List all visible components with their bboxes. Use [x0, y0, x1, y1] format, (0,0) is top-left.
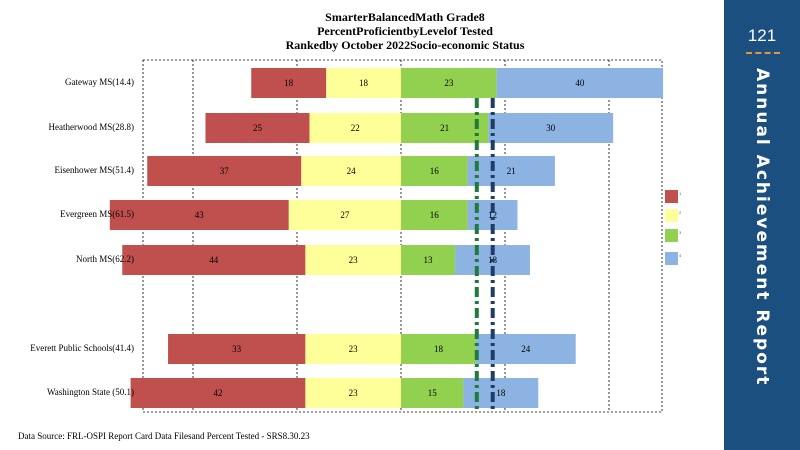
- bar-value-label: 43: [195, 210, 205, 220]
- bar-value-label: 18: [284, 78, 294, 88]
- bar-value-label: 37: [220, 166, 230, 176]
- chart-plot: 18 18 23 40 22 25 21 30 24 37 16 21 27 43 16 12 23 44 13 18…: [109, 59, 664, 413]
- bar-value-label: 24: [521, 344, 531, 354]
- category-label: Eisenhower MS(51.4): [54, 165, 135, 175]
- legend-swatch: [665, 190, 678, 203]
- bar-value-label: 18: [496, 388, 506, 398]
- bar-value-label: 18: [359, 78, 369, 88]
- bar-value-label: 23: [349, 344, 359, 354]
- bar-value-label: 44: [209, 255, 219, 265]
- bar-value-label: 21: [507, 166, 516, 176]
- bar-value-label: 16: [430, 210, 440, 220]
- bar-value-label: 22: [351, 123, 360, 133]
- plot-border: [142, 59, 663, 413]
- bar-segment: [122, 245, 306, 275]
- bar-segment: [488, 113, 614, 143]
- data-source-footer: Data Source: FRL-OSPI Report Card Data F…: [18, 431, 310, 441]
- chart-title-line-2: PercentProficientbyLevelof Tested: [317, 24, 493, 38]
- bar-segment: [401, 245, 456, 275]
- bar-value-label: 13: [424, 255, 434, 265]
- bar-value-label: 23: [349, 255, 359, 265]
- chart-title-line-3: Rankedby October 2022Socio-economic Stat…: [285, 38, 525, 52]
- category-label: Evergreen MS(61.5): [60, 209, 134, 219]
- bar-segment: [467, 156, 555, 186]
- bar-segment: [301, 156, 401, 186]
- bar-segment: [168, 334, 306, 364]
- report-title: Annual Achievement Report: [752, 68, 772, 387]
- bar-value-label: 12: [488, 210, 497, 220]
- bar-value-label: 27: [340, 210, 350, 220]
- bar-value-label: 33: [232, 344, 242, 354]
- chart-title-line-1: SmarterBalancedMath Grade8: [325, 10, 485, 24]
- side-panel: 121 Annual Achievement Report: [724, 0, 800, 450]
- bar-segment: [109, 200, 289, 230]
- category-label: Gateway MS(14.4): [65, 77, 134, 87]
- legend-label: 4: [679, 253, 682, 258]
- bar-value-label: 40: [575, 78, 585, 88]
- legend-label: 3: [679, 230, 682, 235]
- bar-value-label: 16: [430, 166, 440, 176]
- bar-segment: [401, 378, 464, 408]
- bar-segment: [401, 334, 476, 364]
- bar-value-label: 18: [434, 344, 444, 354]
- bar-segment: [305, 245, 401, 275]
- bar-value-label: 23: [444, 78, 454, 88]
- bar-value-label: 25: [253, 123, 263, 133]
- bar-segment: [147, 156, 302, 186]
- legend-label: 1: [679, 191, 682, 196]
- bar-segment: [251, 68, 327, 98]
- bar-segment: [401, 200, 468, 230]
- bar-segment: [130, 378, 306, 408]
- bar-value-label: 30: [546, 123, 556, 133]
- bar-value-label: 42: [213, 388, 222, 398]
- bar-segment: [288, 200, 401, 230]
- bar-segment: [309, 113, 401, 143]
- category-label: Everett Public Schools(41.4): [30, 343, 134, 353]
- category-label: Heatherwood MS(28.8): [48, 122, 134, 132]
- accent-rule: [746, 52, 780, 54]
- legend-swatch: [665, 209, 678, 222]
- bar-segment: [305, 378, 401, 408]
- bar-segment: [401, 113, 489, 143]
- legend-swatch: [665, 229, 678, 242]
- legend-swatch: [665, 252, 678, 265]
- legend-label: 2: [679, 210, 682, 215]
- bar-value-label: 15: [428, 388, 438, 398]
- bar-segment: [401, 156, 468, 186]
- bar-segment: [401, 68, 497, 98]
- page-number: 121: [747, 26, 777, 45]
- bar-segment: [326, 68, 401, 98]
- bar-value-label: 24: [347, 166, 357, 176]
- category-label: Washington State (50.1): [46, 387, 134, 397]
- bar-segment: [496, 68, 664, 98]
- bar-value-label: 21: [440, 123, 449, 133]
- bar-segment: [305, 334, 401, 364]
- bar-segment: [205, 113, 310, 143]
- category-label: North MS(62.2): [76, 254, 134, 264]
- bar-value-label: 23: [349, 388, 359, 398]
